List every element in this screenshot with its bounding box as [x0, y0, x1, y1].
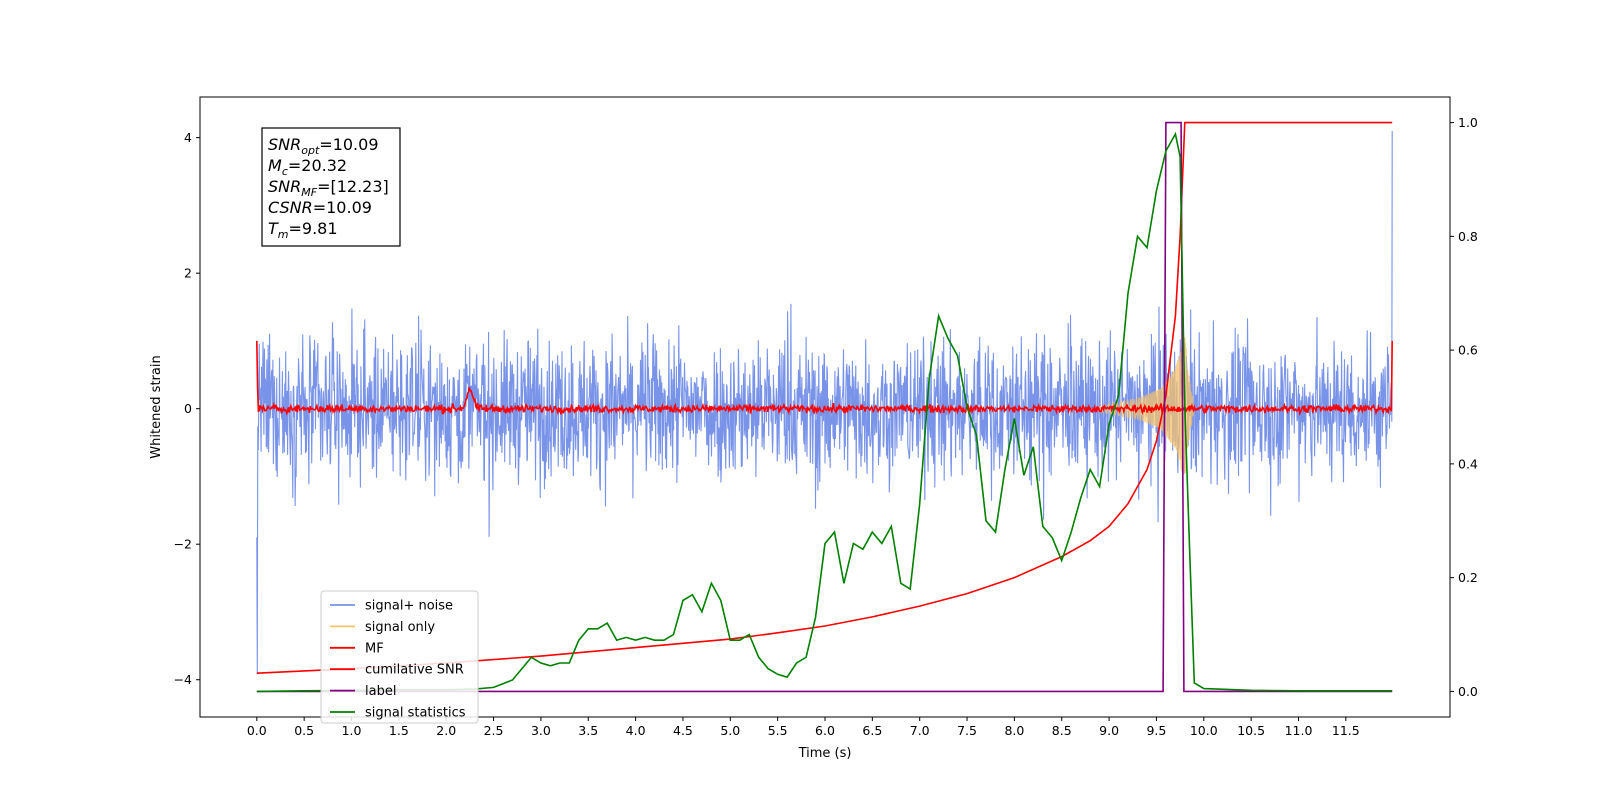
y2-tick-label: 0.2 — [1458, 570, 1478, 585]
y-tick-label: 4 — [184, 130, 192, 145]
y2-tick-label: 1.0 — [1458, 115, 1478, 130]
x-tick-label: 8.5 — [1052, 723, 1072, 738]
legend-label: MF — [365, 641, 384, 656]
series-cumilative-snr — [256, 121, 1393, 674]
series-layer — [256, 121, 1393, 693]
annotation-frame — [261, 127, 401, 247]
annotation-line: SNRMF=[12.23] — [268, 177, 389, 199]
x-tick-label: 4.5 — [673, 723, 693, 738]
legend-label: signal only — [365, 620, 435, 635]
x-axis: 0.0 0.5 1.0 1.5 2.0 2.5 3.0 3.5 4.0 4.5 5.0 5.5 6.0 6… — [247, 717, 1360, 738]
x-tick-label: 5.0 — [720, 723, 740, 738]
x-tick-label: 1.5 — [389, 723, 409, 738]
series-label — [256, 121, 1393, 693]
y-axis-right: 1.0 0.8 0.6 0.4 0.2 0.0 — [1450, 115, 1478, 699]
x-tick-label: 6.5 — [862, 723, 882, 738]
legend-label: signal statistics — [365, 706, 466, 721]
x-tick-label: 10.5 — [1237, 723, 1265, 738]
y-axis-label: Whitened strain — [149, 355, 164, 458]
x-tick-label: 6.0 — [815, 723, 835, 738]
series-mf — [256, 340, 1393, 417]
y-axis-left: 4 2 0 −2 −4 — [174, 130, 200, 687]
x-tick-label: 0.0 — [247, 723, 267, 738]
y2-tick-label: 0.8 — [1458, 229, 1478, 244]
x-tick-label: 8.0 — [1004, 723, 1024, 738]
y2-tick-label: 0.4 — [1458, 456, 1478, 471]
annotation-line: CSNR=10.09 — [268, 198, 372, 217]
x-tick-label: 7.0 — [910, 723, 930, 738]
stats-annotation-box: SNRopt=10.09Mc=20.32SNRMF=[12.23]CSNR=10… — [261, 127, 401, 247]
series-signal-plus-noise — [256, 130, 1393, 674]
y-tick-label: −4 — [174, 672, 192, 687]
legend-label: label — [365, 684, 396, 699]
y-tick-label: 0 — [184, 401, 192, 416]
annotation-line: Mc=20.32 — [268, 156, 347, 178]
legend-frame — [320, 590, 479, 724]
x-tick-label: 10.0 — [1190, 723, 1218, 738]
x-tick-label: 5.5 — [768, 723, 788, 738]
y-tick-label: 2 — [184, 266, 192, 281]
x-tick-label: 11.5 — [1332, 723, 1360, 738]
x-tick-label: 3.5 — [578, 723, 598, 738]
y-tick-label: −2 — [174, 537, 192, 552]
legend-label: cumilative SNR — [365, 663, 464, 678]
annotation-line: Tm=9.81 — [268, 219, 338, 241]
x-tick-label: 9.0 — [1099, 723, 1119, 738]
x-tick-label: 0.5 — [294, 723, 314, 738]
x-tick-label: 4.0 — [626, 723, 646, 738]
x-tick-label: 7.5 — [957, 723, 977, 738]
x-axis-label: Time (s) — [798, 746, 852, 761]
series-signal-statistics — [256, 131, 1393, 693]
y2-tick-label: 0.6 — [1458, 343, 1478, 358]
x-tick-label: 2.0 — [436, 723, 456, 738]
series-signal-only — [1098, 337, 1195, 475]
x-tick-label: 9.5 — [1146, 723, 1166, 738]
x-tick-label: 11.0 — [1285, 723, 1313, 738]
legend: signal+ noise signal only MF cumilative SNR… — [320, 590, 479, 724]
x-tick-label: 3.0 — [531, 723, 551, 738]
y2-tick-label: 0.0 — [1458, 684, 1478, 699]
x-tick-label: 2.5 — [484, 723, 504, 738]
annotation-line: SNRopt=10.09 — [268, 135, 379, 157]
legend-label: signal+ noise — [365, 599, 453, 614]
x-tick-label: 1.0 — [342, 723, 362, 738]
